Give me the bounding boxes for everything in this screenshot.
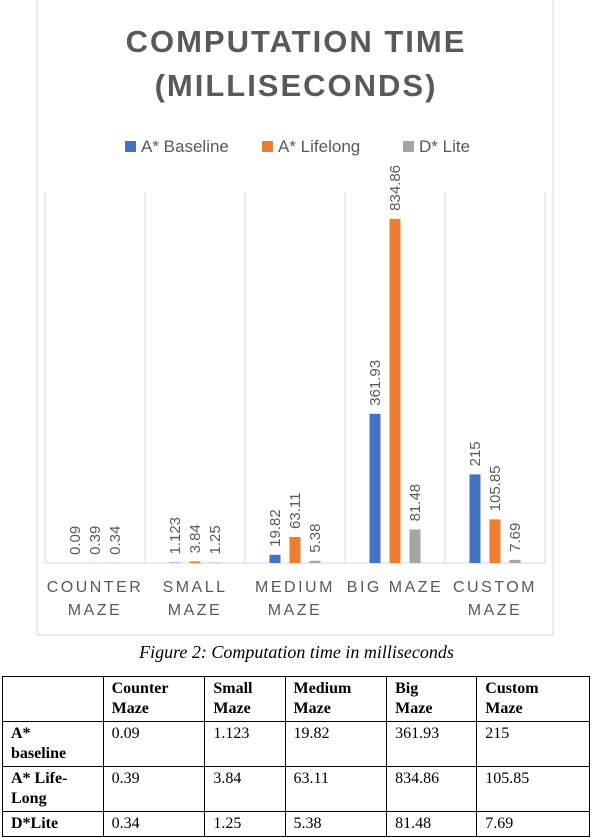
- cell-text: A* baseline: [11, 725, 67, 762]
- cell-text: Custom Maze: [485, 680, 539, 717]
- bar: [489, 519, 501, 563]
- cell-text: Medium Maze: [293, 680, 352, 717]
- header-cell: Big Maze: [386, 676, 478, 722]
- cell: 5.38: [284, 811, 388, 837]
- data-label: 0.09: [67, 526, 84, 555]
- cell: 63.11: [284, 766, 388, 812]
- x-tick-label: BIG MAZE: [347, 579, 443, 596]
- cell: 215: [476, 721, 590, 767]
- bar: [309, 560, 321, 563]
- data-label: 834.86: [387, 165, 404, 211]
- title-line: (MILLISECONDS): [155, 68, 438, 103]
- cell-text: Small Maze: [213, 680, 253, 717]
- chart: COMPUTATION TIME (MILLISECONDS) A* Baselin…: [36, 0, 554, 636]
- header-cell: Counter Maze: [102, 676, 206, 722]
- data-label: 105.85: [487, 465, 504, 511]
- cell: 19.82: [284, 721, 388, 767]
- row-header: D*Lite: [2, 811, 104, 837]
- cell-text: Counter Maze: [111, 680, 169, 717]
- x-tick-label: MAZE: [168, 602, 222, 619]
- data-label: 0.34: [107, 526, 124, 555]
- cell: 834.86: [386, 766, 478, 812]
- header-cell: Small Maze: [204, 676, 286, 722]
- bar: [189, 561, 201, 563]
- bar: [469, 474, 481, 563]
- table-row: A* baseline 0.09 1.123 19.82 361.93 215: [2, 721, 590, 767]
- title-line: COMPUTATION TIME: [126, 24, 467, 59]
- bar: [289, 536, 301, 563]
- cell-text: D*Lite: [11, 815, 59, 832]
- x-tick-label: MAZE: [268, 602, 322, 619]
- chart-frame: [36, 0, 554, 636]
- cell-text: Big Maze: [395, 680, 433, 717]
- bar: [269, 554, 281, 563]
- header-cell: Custom Maze: [476, 676, 590, 722]
- cell: 0.39: [102, 766, 206, 812]
- caption: Figure 2: Computation time in millisecon…: [139, 642, 454, 662]
- cell: 1.25: [204, 811, 286, 837]
- legend-swatch: [125, 141, 136, 152]
- x-tick-label: MAZE: [68, 602, 122, 619]
- legend-label: A* Baseline: [141, 137, 229, 156]
- data-label: 81.48: [407, 484, 424, 522]
- legend-label: D* Lite: [419, 137, 470, 156]
- legend-swatch: [403, 141, 414, 152]
- cell-text: A* Life-Long: [11, 770, 68, 807]
- data-label: 7.69: [507, 523, 524, 552]
- table-row: D*Lite 0.34 1.25 5.38 81.48 7.69: [2, 811, 590, 837]
- row-header: A* Life-Long: [2, 766, 104, 812]
- table-row: A* Life-Long 0.39 3.84 63.11 834.86 105.85: [2, 766, 590, 812]
- cell: 3.84: [204, 766, 286, 812]
- row-header: A* baseline: [2, 721, 104, 767]
- data-label: 215: [467, 441, 484, 466]
- x-tick-label: MEDIUM: [255, 579, 335, 596]
- bar: [209, 562, 221, 563]
- data-label: 1.25: [207, 525, 224, 554]
- x-tick-label: SMALL: [163, 579, 228, 596]
- cell: 105.85: [476, 766, 590, 812]
- cell: 81.48: [386, 811, 478, 837]
- data-label: 361.93: [367, 360, 384, 406]
- header-cell: [2, 676, 104, 722]
- chart-title: COMPUTATION TIME (MILLISECONDS): [126, 24, 467, 103]
- cell: 361.93: [386, 721, 478, 767]
- bar: [389, 218, 401, 563]
- x-tick-label: COUNTER: [47, 579, 144, 596]
- x-tick-label: MAZE: [468, 602, 522, 619]
- data-label: 19.82: [267, 509, 284, 547]
- table: Counter Maze Small Maze Medium Maze Big Maz…: [2, 676, 590, 837]
- data-label: 5.38: [307, 524, 324, 553]
- cell: 0.34: [102, 811, 206, 837]
- bar: [509, 559, 521, 563]
- data-label: 1.123: [167, 517, 184, 555]
- cell: 1.123: [204, 721, 286, 767]
- data-label: 63.11: [287, 493, 304, 529]
- data-label: 3.84: [187, 524, 204, 553]
- header-cell: Medium Maze: [284, 676, 388, 722]
- legend-swatch: [262, 141, 273, 152]
- bar: [369, 413, 381, 563]
- x-tick-label: CUSTOM: [453, 579, 537, 596]
- bar: [409, 529, 421, 563]
- cell: 7.69: [476, 811, 590, 837]
- cell: 0.09: [102, 721, 206, 767]
- data-label: 0.39: [87, 526, 104, 555]
- legend-label: A* Lifelong: [278, 137, 360, 156]
